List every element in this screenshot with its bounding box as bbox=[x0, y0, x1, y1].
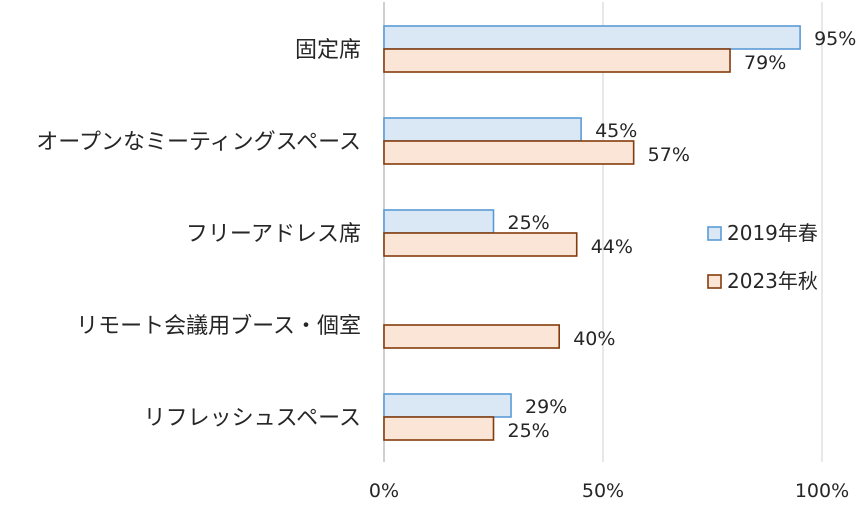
data-label: 44% bbox=[591, 236, 633, 258]
bar bbox=[383, 393, 512, 418]
data-label: 95% bbox=[814, 28, 856, 50]
bar bbox=[383, 48, 731, 73]
data-label: 57% bbox=[648, 144, 690, 166]
data-label: 25% bbox=[508, 420, 550, 442]
category-labels: 固定席オープンなミーティングスペースフリーアドレス席リモート会議用ブース・個室リ… bbox=[36, 38, 361, 431]
legend-swatch bbox=[707, 274, 722, 289]
bar bbox=[383, 209, 495, 234]
legend-swatch bbox=[707, 226, 722, 241]
category-label: 固定席 bbox=[295, 38, 361, 63]
category-label: リフレッシュスペース bbox=[144, 406, 361, 431]
bar bbox=[383, 140, 635, 165]
category-label: オープンなミーティングスペース bbox=[36, 130, 361, 155]
legend-label: 2019年春 bbox=[727, 221, 818, 245]
data-label: 79% bbox=[744, 52, 786, 74]
legend: 2019年春 2023年秋 bbox=[707, 221, 818, 293]
x-tick-label: 100% bbox=[795, 480, 849, 502]
bars bbox=[383, 25, 801, 441]
data-label: 40% bbox=[573, 328, 615, 350]
bar bbox=[383, 117, 582, 142]
bar bbox=[383, 416, 495, 441]
category-label: リモート会議用ブース・個室 bbox=[76, 314, 361, 339]
bar bbox=[383, 324, 560, 349]
bar bbox=[383, 25, 801, 50]
x-axis-tick-labels: 0% 50% 100% bbox=[369, 480, 849, 502]
x-tick-label: 0% bbox=[369, 480, 399, 502]
bar bbox=[383, 232, 578, 257]
category-label: フリーアドレス席 bbox=[186, 222, 361, 247]
data-label: 25% bbox=[508, 212, 550, 234]
data-label: 45% bbox=[595, 120, 637, 142]
x-tick-label: 50% bbox=[582, 480, 624, 502]
data-label: 29% bbox=[525, 396, 567, 418]
legend-label: 2023年秋 bbox=[727, 269, 818, 293]
value-labels: 95%79%45%57%25%44%40%29%25% bbox=[508, 28, 857, 442]
